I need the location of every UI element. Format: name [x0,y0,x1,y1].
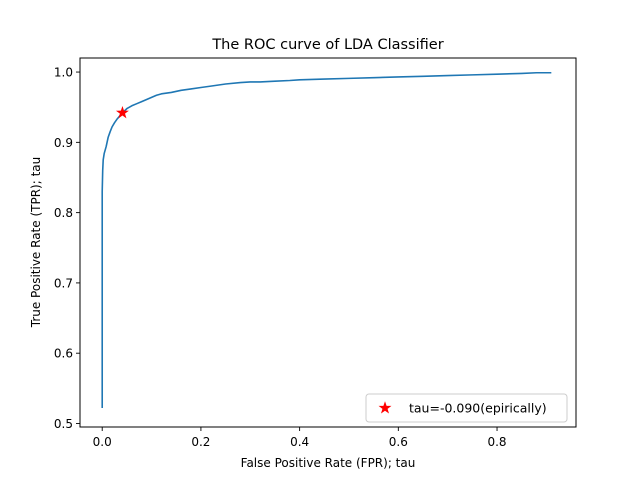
x-tick-label: 0.8 [487,435,506,449]
legend-marker-star [378,401,392,414]
x-axis-label: False Positive Rate (FPR); tau [241,456,416,470]
legend: tau=-0.090(epirically) [365,393,568,423]
legend-box [365,393,568,423]
y-tick-label: 0.7 [54,276,73,290]
threshold-point-star [115,106,129,119]
x-tick-label: 0.2 [191,435,210,449]
legend-label: tau=-0.090(epirically) [409,401,547,416]
y-axis: 0.5 0.6 0.7 0.8 0.9 1.0 [54,66,80,431]
chart-title: The ROC curve of LDA Classifier [211,37,443,53]
x-tick-label: 0.0 [93,435,112,449]
y-tick-label: 0.6 [54,347,73,361]
y-tick-label: 1.0 [54,66,73,80]
y-tick-label: 0.5 [54,417,73,431]
plot-frame [79,57,577,428]
y-tick-label: 0.9 [54,136,73,150]
x-tick-label: 0.4 [290,435,309,449]
y-tick-label: 0.8 [54,206,73,220]
plot-area [101,71,552,409]
y-axis-label: True Positive Rate (TPR); tau [29,157,43,329]
x-axis: 0.0 0.2 0.4 0.6 0.8 [93,427,507,449]
roc-curve-line [101,71,552,409]
x-tick-label: 0.6 [389,435,408,449]
legend-star-icon [378,401,392,414]
